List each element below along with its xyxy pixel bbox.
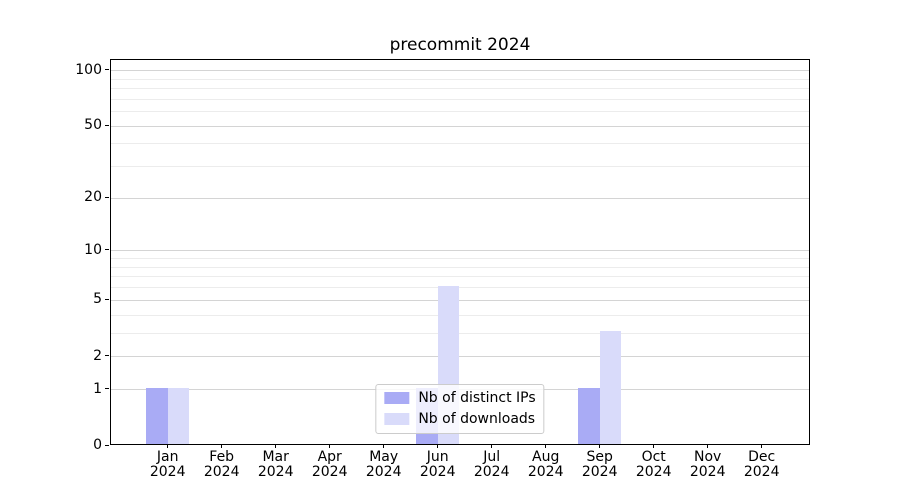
major-gridline [111, 125, 809, 127]
x-tick-year: 2024 [635, 464, 672, 480]
bar-downloads [167, 387, 190, 444]
x-tick-mark [437, 444, 439, 448]
x-tick-mark [383, 444, 385, 448]
y-tick-mark [105, 388, 109, 390]
x-tick-label: Nov 2024 [680, 450, 736, 480]
x-tick-month: Oct [641, 449, 666, 465]
y-tick-mark [105, 249, 109, 251]
x-tick-month: Dec [748, 449, 776, 465]
x-tick-label: May 2024 [356, 450, 412, 480]
x-tick-mark [545, 444, 547, 448]
x-tick-label: Sep 2024 [572, 450, 628, 480]
legend-entry: Nb of distinct IPs [384, 390, 536, 406]
y-tick-mark [105, 124, 109, 126]
y-tick-label: 5 [93, 291, 102, 308]
major-gridline [111, 250, 809, 252]
x-tick-label: Mar 2024 [248, 450, 304, 480]
legend-swatch [384, 413, 410, 425]
minor-gridline [111, 332, 809, 334]
y-tick-label: 1 [93, 380, 102, 397]
minor-gridline [111, 166, 809, 168]
minor-gridline [111, 266, 809, 268]
x-tick-label: Feb 2024 [194, 450, 250, 480]
major-gridline [111, 356, 809, 358]
x-tick-label: Jun 2024 [410, 450, 466, 480]
x-tick-mark [329, 444, 331, 448]
bar-downloads [599, 331, 622, 444]
x-tick-month: Aug [532, 449, 560, 465]
y-tick-label: 20 [84, 189, 102, 206]
legend: Nb of distinct IPs Nb of downloads [375, 384, 545, 434]
x-tick-mark [653, 444, 655, 448]
legend-label: Nb of downloads [418, 411, 536, 427]
x-tick-label: Dec 2024 [734, 450, 790, 480]
minor-gridline [111, 276, 809, 278]
x-tick-month: May [369, 449, 399, 465]
x-tick-year: 2024 [581, 464, 618, 480]
x-tick-label: Apr 2024 [302, 450, 358, 480]
x-tick-mark [707, 444, 709, 448]
minor-gridline [111, 287, 809, 289]
y-tick-mark [105, 355, 109, 357]
x-tick-year: 2024 [311, 464, 348, 480]
x-tick-month: Mar [262, 449, 289, 465]
x-tick-mark [167, 444, 169, 448]
x-tick-label: Jul 2024 [464, 450, 520, 480]
x-tick-mark [761, 444, 763, 448]
x-tick-month: Nov [694, 449, 722, 465]
bar-distinct-ips [146, 387, 168, 444]
bar-distinct-ips [578, 387, 600, 444]
minor-gridline [111, 88, 809, 89]
minor-gridline [111, 78, 809, 80]
y-tick-mark [105, 196, 109, 198]
x-tick-year: 2024 [149, 464, 186, 480]
y-tick-label: 0 [93, 437, 102, 453]
x-tick-year: 2024 [473, 464, 510, 480]
major-gridline [111, 197, 809, 199]
x-tick-month: Jun [426, 449, 449, 465]
chart-title: precommit 2024 [389, 35, 531, 55]
x-tick-year: 2024 [689, 464, 726, 480]
major-gridline [111, 299, 809, 301]
minor-gridline [111, 98, 809, 100]
x-tick-month: Apr [317, 449, 342, 465]
y-tick-mark [105, 69, 109, 71]
x-tick-month: Sep [586, 449, 613, 465]
y-tick-mark [105, 298, 109, 300]
x-tick-label: Oct 2024 [626, 450, 682, 480]
x-tick-year: 2024 [365, 464, 402, 480]
y-tick-mark [105, 444, 109, 446]
legend-swatch [384, 392, 410, 404]
minor-gridline [111, 314, 809, 316]
x-tick-year: 2024 [203, 464, 240, 480]
x-tick-mark [275, 444, 277, 448]
x-tick-month: Feb [209, 449, 235, 465]
y-tick-label: 50 [84, 117, 102, 134]
x-tick-year: 2024 [257, 464, 294, 480]
legend-label: Nb of distinct IPs [418, 390, 536, 406]
x-tick-month: Jan [156, 449, 179, 465]
x-tick-label: Jan 2024 [140, 450, 196, 480]
plot-area: Jan 2024 Feb 2024 Mar 2024 Apr 2024 May 2024 Jun 20… [110, 59, 810, 480]
y-tick-label: 100 [75, 61, 102, 78]
x-tick-year: 2024 [419, 464, 456, 480]
x-tick-month: Jul [483, 449, 501, 465]
x-tick-mark [599, 444, 601, 448]
minor-gridline [111, 111, 809, 113]
y-tick-label: 2 [93, 347, 102, 364]
major-gridline [111, 70, 809, 72]
minor-gridline [111, 143, 809, 145]
y-tick-label: 10 [84, 241, 102, 258]
minor-gridline [111, 258, 809, 260]
x-tick-label: Aug 2024 [518, 450, 574, 480]
legend-entry: Nb of downloads [384, 411, 535, 427]
x-tick-mark [491, 444, 493, 448]
x-tick-year: 2024 [743, 464, 780, 480]
x-tick-year: 2024 [527, 464, 564, 480]
x-tick-mark [221, 444, 223, 448]
